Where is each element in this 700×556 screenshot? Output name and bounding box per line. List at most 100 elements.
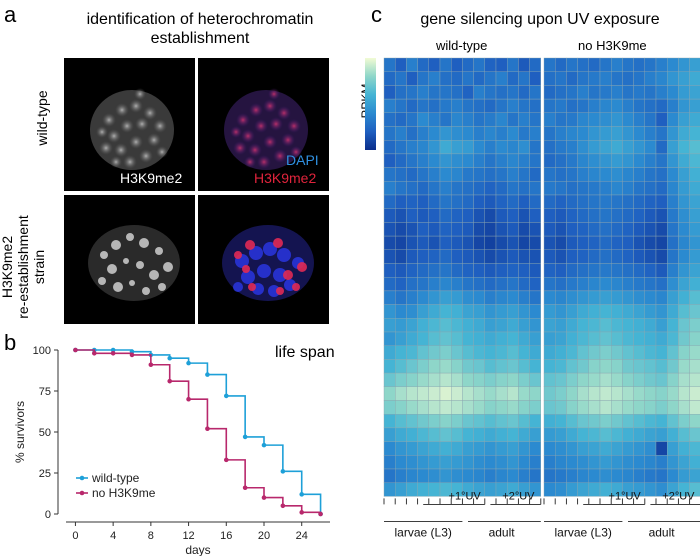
heatmap-cell (417, 235, 429, 251)
heatmap-cell (566, 318, 578, 333)
heatmap-cell (506, 139, 519, 155)
heatmap-cell (473, 455, 485, 470)
heatmap-cell (406, 222, 418, 237)
heatmap-cell (622, 345, 634, 360)
heatmap-cell (622, 263, 634, 278)
heatmap-cell (588, 71, 601, 86)
heatmap-cell (484, 441, 497, 456)
series-1-point (318, 511, 323, 517)
panel-c-title: gene silencing upon UV exposure (420, 11, 660, 28)
heatmap-cell (610, 194, 623, 209)
heatmap-cell (495, 345, 508, 360)
heatmap-cell (543, 331, 556, 346)
heatmap-cell (462, 414, 474, 429)
heatmap-cell (383, 71, 396, 86)
heatmap-cell (518, 222, 530, 237)
heatmap-cell (599, 167, 612, 182)
heatmap-cell (678, 194, 690, 209)
heatmap-cell (543, 167, 556, 182)
series-0-point (167, 355, 173, 361)
heatmap-cell (383, 290, 396, 305)
heatmap-cell (678, 85, 690, 100)
heatmap-cell (644, 372, 657, 388)
heatmap-cell (518, 263, 530, 278)
heatmap-cell (529, 153, 542, 168)
heatmap-cell (678, 249, 690, 264)
row-label-line3: strain (31, 249, 47, 285)
heatmap-cell (610, 304, 623, 319)
heatmap-cell (543, 304, 556, 319)
series-0-point (280, 469, 286, 474)
heatmap-cell (633, 85, 646, 100)
heatmap-cell (678, 181, 690, 196)
heatmap-cell (689, 386, 700, 401)
heatmap-cell (566, 112, 578, 127)
heatmap-cell (406, 427, 418, 442)
heatmap-cell (667, 290, 679, 305)
heatmap-cell (518, 455, 530, 470)
heatmap-cell (417, 276, 429, 292)
heatmap-cell (417, 414, 429, 429)
heatmap-cell (428, 276, 441, 292)
heatmap-cell (622, 386, 634, 401)
heatmap-cell (383, 235, 396, 251)
heatmap-cell (633, 290, 646, 305)
heatmap-cell (439, 57, 452, 72)
heatmap-cell (599, 263, 612, 278)
heatmap-cell (554, 359, 567, 374)
row-label-line2: re-establishment (15, 215, 31, 319)
heatmap-cell (543, 126, 556, 141)
heatmap-cell (689, 304, 700, 319)
heatmap-cell (529, 482, 542, 497)
heatmap-cell (610, 455, 623, 470)
heatmap-cell (495, 290, 508, 305)
heatmap-cell (622, 153, 634, 168)
heatmap-cell (588, 304, 601, 319)
heatmap-cell (655, 318, 668, 333)
heatmap-cell (566, 126, 578, 141)
heatmap-cell (689, 331, 700, 346)
heatmap-cell (667, 194, 679, 209)
heatmap-cell (689, 345, 700, 360)
heatmap-cell (450, 318, 463, 333)
heatmap-cell (554, 57, 567, 72)
heatmap-cell (599, 85, 612, 100)
heatmap-cell (577, 400, 590, 415)
heatmap-cell (506, 126, 519, 141)
series-1-point (167, 378, 173, 384)
heatmap-cell (610, 181, 623, 196)
heatmap-cell (462, 372, 474, 388)
heatmap-cell (484, 235, 497, 251)
heatmap-cell (543, 318, 556, 333)
heatmap-cell (554, 112, 567, 127)
heatmap-cell (633, 249, 646, 264)
heatmap-cell (518, 290, 530, 305)
heatmap-cell (439, 318, 452, 333)
heatmap-cell (667, 318, 679, 333)
heatmap-cell (473, 249, 485, 264)
heatmap-cell (577, 208, 590, 223)
heatmap-cell (495, 372, 508, 388)
heatmap-cell (610, 208, 623, 223)
heatmap-cell (417, 441, 429, 456)
heatmap-cell (554, 167, 567, 182)
heatmap-cell (518, 372, 530, 388)
heatmap-cell (644, 345, 657, 360)
heatmap-cell (543, 468, 556, 483)
heatmap-cell (566, 482, 578, 497)
heatmap-cell (633, 304, 646, 319)
heatmap-cell (667, 386, 679, 401)
heatmap-cell (599, 126, 612, 141)
heatmap-cell (462, 468, 474, 483)
heatmap-cell (667, 455, 679, 470)
heatmap-cell (473, 126, 485, 141)
heatmap-cell (473, 359, 485, 374)
heatmap-cell (383, 112, 396, 127)
heatmap-cell (678, 153, 690, 168)
heatmap-cell (577, 222, 590, 237)
heatmap-cell (599, 71, 612, 86)
heatmap-cell (406, 414, 418, 429)
heatmap-cell (395, 400, 407, 415)
heatmap-cell (599, 112, 612, 127)
heatmap-cell (689, 468, 700, 483)
